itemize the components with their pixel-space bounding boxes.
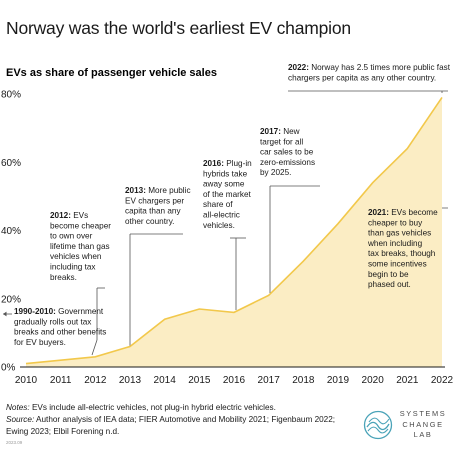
annotation-line: hybrids take [203, 169, 248, 178]
annotation-line: when including [367, 239, 423, 248]
annotation-line: other country. [125, 217, 174, 226]
annotation-line: chargers per capita as any other country… [288, 73, 436, 82]
x-tick-label: 2010 [15, 375, 38, 386]
annotation-text: EVs become [391, 208, 438, 217]
y-tick-label: 20% [1, 294, 21, 305]
x-tick-label: 2020 [362, 375, 385, 386]
annotation-line: begin to be [368, 270, 409, 279]
annotation-line: 1990-2010: Government [14, 307, 104, 316]
credit: 2023.09 [6, 439, 23, 445]
annotation-line: cheaper to buy [368, 218, 423, 227]
x-tick-labels: 2010 2011 2012 2013 2014 2015 2016 2017 2018 2019… [15, 375, 454, 386]
x-tick-label: 2011 [50, 375, 72, 386]
page-title: Norway was the world's earliest EV champ… [6, 18, 351, 38]
annotation-line: of the market [203, 190, 252, 199]
logo-text: SYSTEMS CHANGE LAB [392, 409, 454, 441]
logo-line-3: LAB [413, 430, 433, 439]
annotation-line: by 2025. [260, 168, 291, 177]
annotation-line: share of [203, 200, 233, 209]
x-tick-label: 2017 [258, 375, 281, 386]
annotation-year: 2021: [368, 208, 391, 217]
annotation-line: 2016: Plug-in [203, 159, 252, 168]
ev-share-line [25, 96, 443, 365]
logo-line-1: SYSTEMS [399, 409, 447, 418]
annotation-line: 2013: More public [125, 186, 191, 195]
source-label: Source: [6, 415, 35, 425]
annotation-year: 1990-2010: [14, 307, 58, 316]
annotation-line: car sales to be [260, 148, 314, 157]
notes-label: Notes: [6, 403, 30, 412]
annotation-year: 2012: [50, 211, 73, 220]
annotation-year: 2022: [288, 63, 311, 72]
footer: Notes: EVs include all-electric vehicles… [6, 402, 351, 447]
annotation-leader [91, 339, 98, 356]
annotation-line: target for all [260, 137, 303, 146]
x-tick-label: 2013 [119, 375, 142, 386]
x-tick-label: 2015 [188, 375, 211, 386]
x-tick-label: 2021 [396, 375, 419, 386]
annotation-text: More public [148, 186, 190, 195]
y-tick-label: 40% [1, 226, 21, 237]
x-tick-label: 2022 [431, 375, 454, 386]
x-tick-label: 2014 [154, 375, 177, 386]
x-tick-label: 2018 [292, 375, 315, 386]
notes: Notes: EVs include all-electric vehicles… [6, 402, 351, 414]
annotation-line: breaks. [50, 273, 77, 282]
annotation-year: 2016: [203, 159, 226, 168]
annotation-arrowhead [3, 311, 7, 317]
logo-line-2: CHANGE [402, 419, 444, 429]
y-tick-labels: 0% 20% 40% 60% 80% [1, 90, 21, 374]
annotation-line: than gas vehicles [368, 229, 431, 238]
annotation-line: to own over [50, 232, 93, 241]
annotation-line: vehicles. [203, 221, 235, 230]
annotation-text: Government [58, 307, 104, 316]
annotation-year: 2017: [260, 127, 283, 136]
annotation-text: Plug-in [226, 159, 252, 168]
annotation-line: breaks and other benefits [14, 328, 106, 337]
annotation-text: New [283, 127, 299, 136]
annotation-line: 2022: Norway has 2.5 times more public f… [288, 63, 451, 72]
ev-share-chart: EVs as share of passenger vehicle sales … [1, 63, 454, 386]
annotation-line: tax breaks, though [368, 249, 436, 258]
source-text: Author analysis of IEA data; FIER Automo… [6, 415, 336, 437]
annotation-2022: 2022: Norway has 2.5 times more public f… [288, 63, 451, 82]
y-tick-label: 60% [1, 158, 21, 169]
annotation-line: away some [203, 180, 245, 189]
annotation-line: 2012: EVs [50, 211, 88, 220]
annotation-line: become cheaper [50, 221, 111, 230]
annotation-year: 2013: [125, 186, 148, 195]
annotation-line: 2021: EVs become [368, 208, 438, 217]
wave-logo-icon [363, 410, 393, 440]
annotation-line: vehicles when [50, 252, 102, 261]
annotation-line: lifetime than gas [50, 242, 110, 251]
annotation-line: EV chargers per [125, 196, 184, 205]
annotation-line: including tax [50, 263, 96, 272]
annotation-line: 2017: New [260, 127, 300, 136]
x-tick-label: 2012 [84, 375, 107, 386]
annotation-line: zero-emissions [260, 158, 315, 167]
annotation-line: for EV buyers. [14, 338, 66, 347]
annotation-text: Norway has 2.5 times more public fast [311, 63, 451, 72]
annotation-line: all-electric [203, 211, 240, 220]
annotation-line: capita than any [125, 207, 181, 216]
x-tick-label: 2016 [223, 375, 246, 386]
annotation-text: EVs [73, 211, 88, 220]
annotation-line: gradually rolls out tax [14, 317, 91, 326]
x-tick-label: 2019 [327, 375, 350, 386]
notes-text: EVs include all-electric vehicles, not p… [29, 403, 276, 412]
annotation-line: phased out. [368, 280, 411, 289]
source: Source: Author analysis of IEA data; FIE… [6, 414, 351, 438]
y-tick-label: 0% [1, 363, 16, 374]
annotation-line: some incentives [368, 260, 427, 269]
y-tick-label: 80% [1, 90, 21, 101]
ev-share-area [26, 97, 442, 368]
chart-title: EVs as share of passenger vehicle sales [6, 67, 217, 79]
